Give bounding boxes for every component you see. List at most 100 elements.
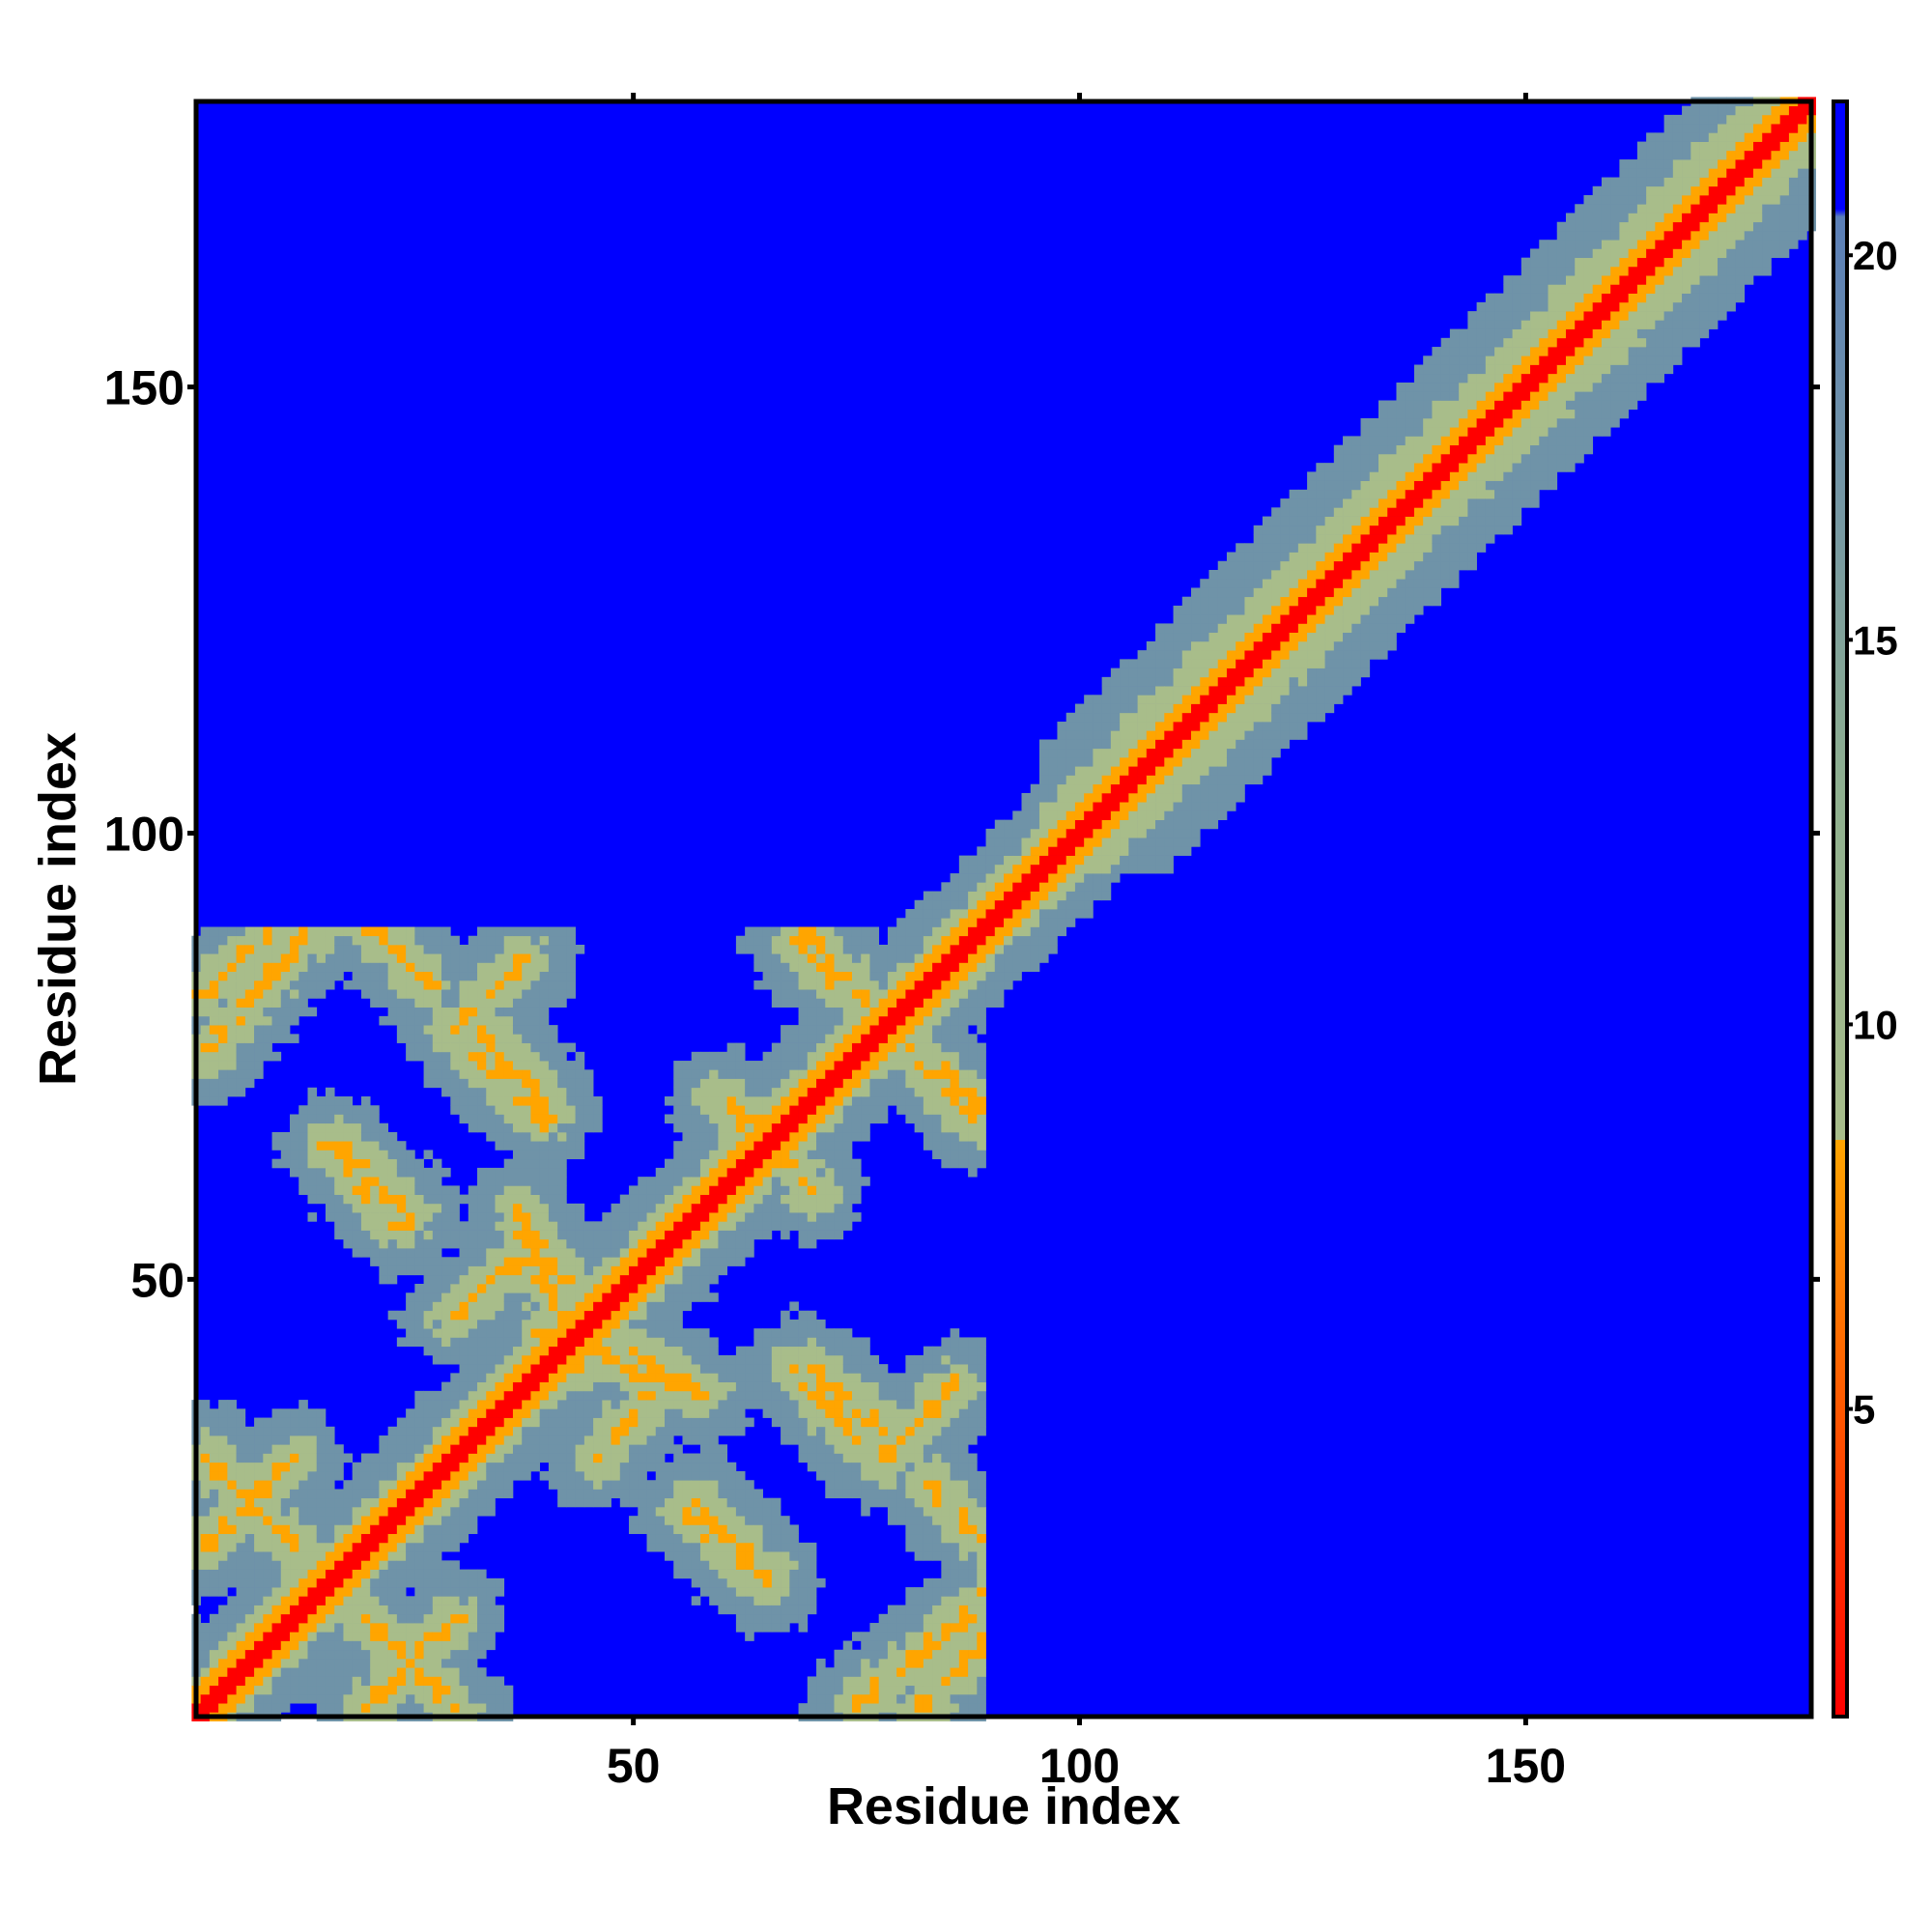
heatmap-cell <box>771 1516 781 1525</box>
heatmap-cell <box>646 1177 657 1186</box>
heatmap-cell <box>325 935 335 946</box>
heatmap-cell <box>745 1203 754 1213</box>
heatmap-cell <box>726 1061 737 1070</box>
heatmap-cell <box>539 1131 550 1142</box>
heatmap-cell <box>941 1354 951 1365</box>
heatmap-cell <box>432 1613 442 1624</box>
heatmap-cell <box>325 1435 335 1445</box>
heatmap-cell <box>932 1346 942 1356</box>
heatmap-cell <box>414 1462 424 1472</box>
heatmap-cell <box>619 1417 630 1428</box>
heatmap-cell <box>441 1676 451 1687</box>
heatmap-cell <box>665 1158 674 1169</box>
heatmap-cell <box>593 1284 603 1293</box>
heatmap-cell <box>789 1605 799 1615</box>
heatmap-cell <box>950 1158 960 1169</box>
heatmap-cell <box>709 1087 719 1097</box>
heatmap-cell <box>200 1096 211 1106</box>
heatmap-cell <box>762 1105 773 1115</box>
heatmap-cell <box>432 1051 442 1062</box>
heatmap-cell <box>325 1480 335 1490</box>
heatmap-cell <box>530 1167 541 1178</box>
heatmap-cell <box>370 1542 380 1552</box>
heatmap-cell <box>468 1623 478 1633</box>
heatmap-cell <box>575 1087 585 1097</box>
heatmap-cell <box>673 1390 683 1401</box>
heatmap-cell <box>477 1649 487 1660</box>
heatmap-cell <box>958 1051 969 1062</box>
heatmap-cell <box>298 1453 308 1463</box>
heatmap-cell <box>459 962 469 973</box>
heatmap-cell <box>762 980 773 990</box>
heatmap-cell <box>263 1025 272 1035</box>
heatmap-cell <box>941 1569 951 1579</box>
heatmap-cell <box>396 1542 407 1552</box>
heatmap-cell <box>789 1087 799 1097</box>
heatmap-cell <box>905 1613 915 1624</box>
heatmap-cell <box>575 1390 585 1401</box>
heatmap-cell <box>781 1435 790 1445</box>
heatmap-cell <box>450 1569 460 1579</box>
heatmap-cell <box>834 1051 844 1062</box>
heatmap-cell <box>842 1453 853 1463</box>
heatmap-cell <box>459 1693 469 1704</box>
heatmap-cell <box>638 1470 647 1481</box>
heatmap-cell <box>379 1265 388 1276</box>
heatmap-cell <box>735 1185 746 1195</box>
heatmap-cell <box>539 1122 550 1133</box>
heatmap-cell <box>941 909 951 919</box>
heatmap-cell <box>789 1551 799 1561</box>
heatmap-cell <box>236 1640 246 1651</box>
heatmap-cell <box>798 1319 809 1329</box>
heatmap-cell <box>522 1346 531 1356</box>
heatmap-cell <box>602 1310 611 1321</box>
heatmap-cell <box>557 989 567 999</box>
heatmap-cell <box>575 1310 585 1321</box>
heatmap-cell <box>406 1533 415 1544</box>
heatmap-cell <box>209 1533 219 1544</box>
heatmap-cell <box>414 1667 424 1677</box>
heatmap-cell <box>227 1034 237 1043</box>
heatmap-cell <box>325 1489 335 1499</box>
heatmap-cell <box>379 971 388 981</box>
heatmap-cell <box>244 1640 255 1651</box>
heatmap-cell <box>360 1506 371 1517</box>
heatmap-cell <box>325 1703 335 1713</box>
heatmap-cell <box>414 935 424 946</box>
heatmap-cell <box>789 1096 799 1106</box>
heatmap-cell <box>781 1551 790 1561</box>
heatmap-cell <box>861 1122 870 1133</box>
heatmap-cell <box>343 1480 354 1490</box>
heatmap-cell <box>941 1613 951 1624</box>
heatmap-cell <box>325 1613 335 1624</box>
heatmap-cell <box>360 944 371 954</box>
heatmap-cell <box>227 1613 237 1624</box>
heatmap-cell <box>352 1462 362 1472</box>
heatmap-cell <box>298 1489 308 1499</box>
heatmap-cell <box>441 1480 451 1490</box>
heatmap-cell <box>477 1194 487 1205</box>
heatmap-cell <box>486 998 496 1008</box>
heatmap-cell <box>699 1238 710 1249</box>
heatmap-cell <box>218 1605 228 1615</box>
heatmap-cell <box>941 891 951 901</box>
heatmap-cell <box>842 1007 853 1017</box>
heatmap-cell <box>539 1354 550 1365</box>
heatmap-cell <box>360 1605 371 1615</box>
heatmap-cell <box>244 1453 255 1463</box>
heatmap-cell <box>781 1061 790 1070</box>
heatmap-cell <box>691 1158 701 1169</box>
heatmap-cell <box>593 1373 603 1382</box>
heatmap-cell <box>789 953 799 963</box>
heatmap-cell <box>941 1069 951 1079</box>
heatmap-cell <box>834 1426 844 1436</box>
heatmap-cell <box>280 1667 291 1677</box>
heatmap-cell <box>950 1373 960 1382</box>
heatmap-cell <box>379 1516 388 1525</box>
heatmap-cell <box>343 1141 354 1151</box>
heatmap-cell <box>950 1587 960 1597</box>
heatmap-cell <box>896 1400 906 1409</box>
heatmap-cell <box>450 1462 460 1472</box>
heatmap-cell <box>396 1141 407 1151</box>
heatmap-cell <box>566 1400 576 1409</box>
